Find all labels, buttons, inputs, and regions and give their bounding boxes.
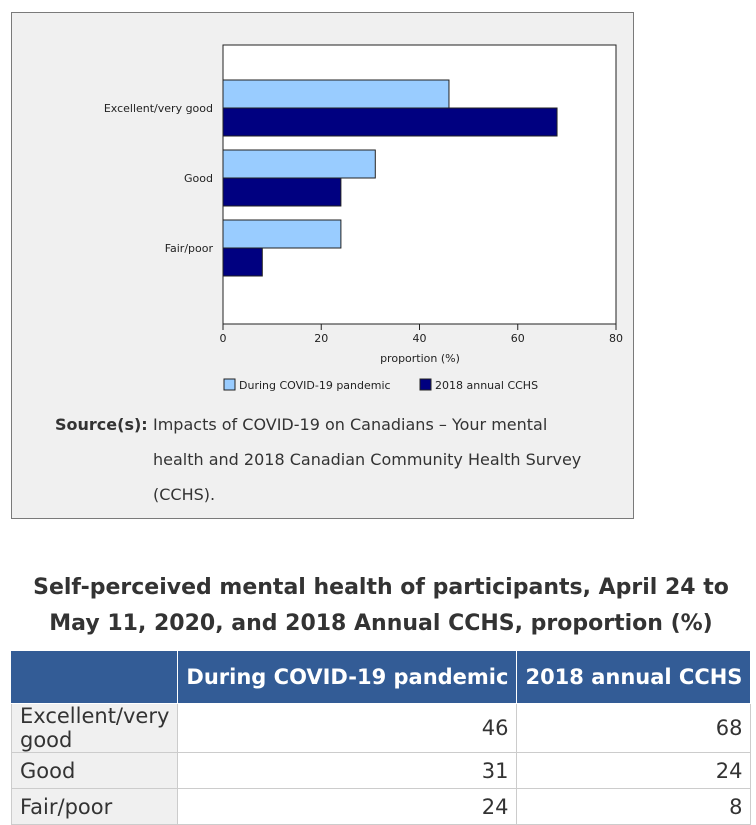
table-row: Fair/poor 24 8 [10, 788, 752, 825]
table-title: Self-perceived mental health of particip… [33, 575, 729, 636]
category-label: Excellent/very good [104, 102, 213, 115]
row-label: Good [10, 752, 179, 789]
bar-cchs-0 [222, 107, 558, 137]
category-label: Good [184, 172, 213, 185]
legend-label: During COVID-19 pandemic [239, 379, 391, 392]
bar-covid-2 [222, 219, 342, 249]
legend-label: 2018 annual CCHS [435, 379, 538, 392]
bar-cchs-2 [222, 247, 263, 277]
bar-covid-1 [222, 149, 376, 179]
x-axis-label: proportion (%) [380, 352, 460, 365]
legend-swatch [223, 378, 236, 391]
source-text: Impacts of COVID-19 on Canadians – Your … [153, 415, 582, 504]
source-label: Source(s): [55, 415, 148, 434]
category-label: Fair/poor [165, 242, 214, 255]
x-tick-label: 60 [511, 332, 525, 345]
table-row: Good 31 24 [10, 752, 752, 789]
x-tick-label: 0 [220, 332, 227, 345]
legend-swatch [419, 378, 432, 391]
row-label: Fair/poor [10, 788, 179, 825]
row-label: Excellent/very good [10, 703, 179, 753]
column-header-empty [10, 650, 179, 704]
bar-cchs-1 [222, 177, 342, 207]
cell-covid: 24 [177, 788, 518, 825]
data-table: During COVID-19 pandemic 2018 annual CCH… [10, 650, 752, 825]
cell-covid: 46 [177, 703, 518, 753]
cell-covid: 31 [177, 752, 518, 789]
x-tick-label: 40 [413, 332, 427, 345]
column-header-covid: During COVID-19 pandemic [177, 650, 518, 704]
cell-cchs: 68 [516, 703, 752, 753]
x-tick-label: 20 [314, 332, 328, 345]
column-header-cchs: 2018 annual CCHS [516, 650, 752, 704]
x-tick-label: 80 [609, 332, 623, 345]
table-row: Excellent/very good 46 68 [10, 703, 752, 753]
table-header-row: During COVID-19 pandemic 2018 annual CCH… [10, 650, 752, 704]
bar-chart: Excellent/very good Good Fair/poor 0 20 40 60… [104, 44, 623, 392]
chart-panel: Excellent/very good Good Fair/poor 0 20 40 60… [11, 12, 634, 519]
cell-cchs: 24 [516, 752, 752, 789]
cell-cchs: 8 [516, 788, 752, 825]
bar-covid-0 [222, 79, 450, 109]
